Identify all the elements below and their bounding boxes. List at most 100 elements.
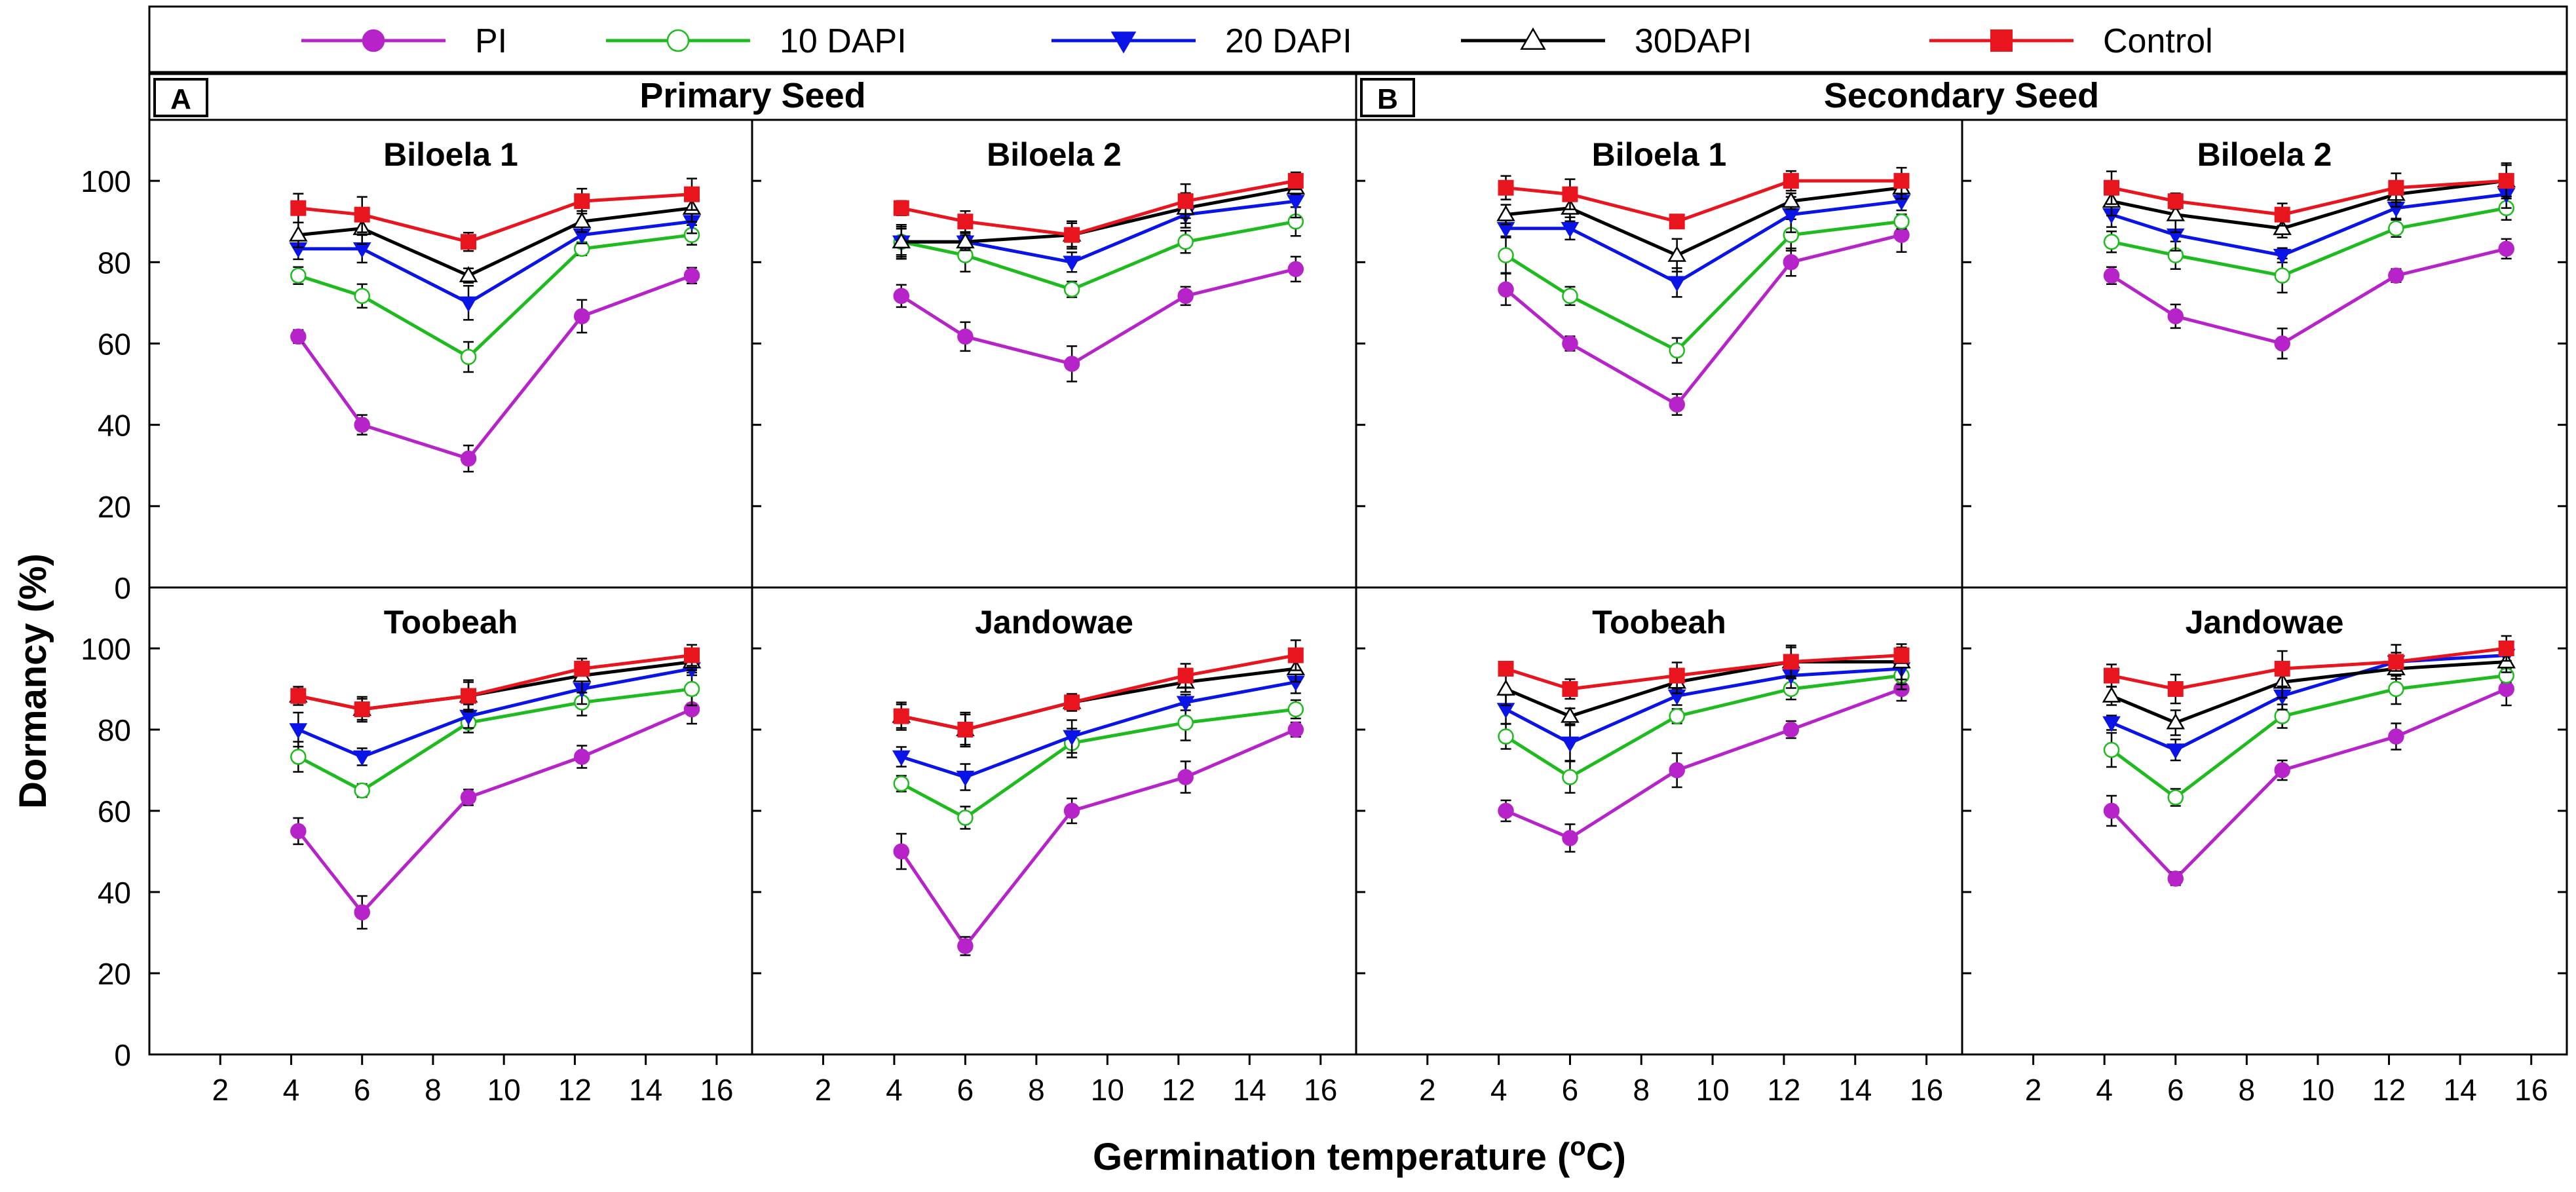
y-tick-label-4-0: 0 xyxy=(114,1038,131,1072)
y-tick-label-4-1: 20 xyxy=(98,957,131,991)
data-point-6-0-3 xyxy=(1783,721,1800,738)
x-tick-label-6-2: 6 xyxy=(1562,1073,1579,1107)
data-point-2-3-2 xyxy=(1667,246,1686,262)
data-point-7-4-3 xyxy=(2388,654,2404,670)
legend: PI 10 DAPI 20 DAPI 30DAPI Control xyxy=(148,5,2568,73)
data-point-2-1-1 xyxy=(1562,288,1578,305)
data-point-3-4-0 xyxy=(2104,179,2120,196)
x-axis-label: Germination temperature (oC) xyxy=(1093,1132,1626,1178)
x-tick-label-4-0: 2 xyxy=(212,1073,229,1107)
data-point-4-4-4 xyxy=(684,647,700,663)
data-point-5-2-2 xyxy=(1063,730,1081,746)
group-letter-box-1 xyxy=(1360,78,1415,117)
data-point-0-4-1 xyxy=(354,206,370,223)
data-point-7-2-0 xyxy=(2102,716,2121,732)
data-point-0-0-0 xyxy=(290,328,307,345)
y-tick-label-0-3: 60 xyxy=(98,327,131,361)
data-point-5-2-1 xyxy=(956,770,975,787)
data-point-5-0-4 xyxy=(1287,721,1304,738)
panel-2: Biloela 1 xyxy=(1355,119,1963,589)
data-point-4-4-3 xyxy=(574,661,590,677)
legend-label-2: 20 DAPI xyxy=(1225,22,1352,60)
x-tick-label-6-0: 2 xyxy=(1419,1073,1436,1107)
data-point-6-4-3 xyxy=(1783,654,1799,670)
group-headers: A Primary Seed B Secondary Seed xyxy=(148,73,2568,121)
group-header-box-1 xyxy=(1355,73,2568,121)
x-tick-label-7-0: 2 xyxy=(2025,1073,2042,1107)
y-tick-label-0-4: 80 xyxy=(98,246,131,280)
panel-title-6: Toobeah xyxy=(1592,604,1726,641)
data-point-0-3-0 xyxy=(289,225,308,242)
y-tick-label-4-3: 60 xyxy=(98,794,131,829)
data-point-7-0-4 xyxy=(2498,680,2514,698)
data-point-7-1-0 xyxy=(2103,741,2120,758)
x-tick-label-4-7: 16 xyxy=(700,1073,733,1107)
data-point-6-1-1 xyxy=(1562,769,1578,785)
group-title-1: Secondary Seed xyxy=(1824,76,2099,115)
data-point-5-4-2 xyxy=(1064,694,1080,711)
data-point-7-0-2 xyxy=(2274,762,2290,779)
x-tick-label-5-6: 14 xyxy=(1233,1073,1266,1107)
data-point-3-2-2 xyxy=(2273,248,2292,265)
y-tick-label-4-5: 100 xyxy=(81,632,131,666)
data-point-0-1-2 xyxy=(460,348,477,365)
data-point-3-4-2 xyxy=(2274,206,2290,223)
data-point-0-0-2 xyxy=(460,450,477,467)
data-point-4-0-0 xyxy=(290,823,307,840)
panel-1: Biloela 2 xyxy=(751,119,1357,589)
data-point-6-4-4 xyxy=(1893,647,1910,663)
data-point-3-0-3 xyxy=(2388,267,2404,284)
data-point-7-4-0 xyxy=(2104,667,2120,684)
data-point-4-4-1 xyxy=(354,701,370,717)
data-point-0-1-1 xyxy=(354,288,370,305)
data-point-7-1-1 xyxy=(2167,789,2184,806)
panel-title-1: Biloela 2 xyxy=(987,136,1122,173)
x-tick-label-7-4: 10 xyxy=(2301,1073,2334,1107)
x-tick-label-4-2: 6 xyxy=(354,1073,371,1107)
data-point-6-0-0 xyxy=(1498,802,1514,819)
data-point-0-4-0 xyxy=(290,200,307,216)
data-point-3-3-2 xyxy=(2273,219,2292,235)
data-point-2-4-2 xyxy=(1669,214,1685,230)
x-tick-label-7-2: 6 xyxy=(2167,1073,2184,1107)
data-point-2-2-1 xyxy=(1561,221,1580,238)
x-tick-label-6-3: 8 xyxy=(1633,1073,1650,1107)
data-point-7-0-0 xyxy=(2103,802,2120,819)
data-point-3-1-2 xyxy=(2274,267,2290,284)
data-point-7-3-0 xyxy=(2102,686,2121,703)
x-tick-label-5-1: 4 xyxy=(886,1073,903,1107)
x-tick-label-5-5: 12 xyxy=(1162,1073,1195,1107)
y-tick-label-0-5: 100 xyxy=(81,164,131,198)
data-point-7-3-1 xyxy=(2166,713,2186,730)
data-point-6-2-1 xyxy=(1561,736,1580,753)
data-point-2-4-4 xyxy=(1893,173,1910,189)
panel-0: Biloela 1 0 20 40 60 80 100 xyxy=(81,119,753,605)
data-point-4-0-3 xyxy=(573,749,590,765)
data-point-2-0-1 xyxy=(1562,335,1578,352)
data-point-5-0-1 xyxy=(957,938,974,954)
data-point-5-2-3 xyxy=(1176,696,1195,712)
x-tick-label-4-1: 4 xyxy=(283,1073,300,1107)
data-point-4-2-0 xyxy=(289,723,308,739)
data-point-2-1-4 xyxy=(1893,213,1910,230)
data-point-3-0-0 xyxy=(2103,267,2120,284)
panel-7: Jandowae 2 4 6 8 10 12 14 16 xyxy=(1961,586,2568,1107)
x-tick-label-5-0: 2 xyxy=(815,1073,832,1107)
data-point-6-0-2 xyxy=(1669,762,1685,779)
data-point-6-0-1 xyxy=(1562,830,1578,846)
data-point-2-1-0 xyxy=(1498,247,1514,263)
group-letter-0: A xyxy=(170,83,191,115)
x-tick-label-4-5: 12 xyxy=(558,1073,592,1107)
panel-frame-7 xyxy=(1961,586,2568,1056)
data-point-2-3-0 xyxy=(1496,205,1515,221)
x-tick-label-5-4: 10 xyxy=(1091,1073,1124,1107)
data-point-4-1-0 xyxy=(290,749,307,765)
data-point-4-1-1 xyxy=(354,782,370,799)
y-tick-label-0-2: 40 xyxy=(98,409,131,443)
x-axis-label-degree: o xyxy=(1570,1132,1585,1161)
panel-4: Toobeah 0 20 40 60 80 100 2 4 6 8 10 12 14 16 xyxy=(81,586,753,1107)
data-point-7-4-2 xyxy=(2274,661,2290,677)
data-point-6-3-1 xyxy=(1561,706,1580,723)
data-point-0-4-4 xyxy=(684,186,700,202)
axis-labels: Dormancy (%) Germination temperature (oC) xyxy=(12,553,1626,1178)
